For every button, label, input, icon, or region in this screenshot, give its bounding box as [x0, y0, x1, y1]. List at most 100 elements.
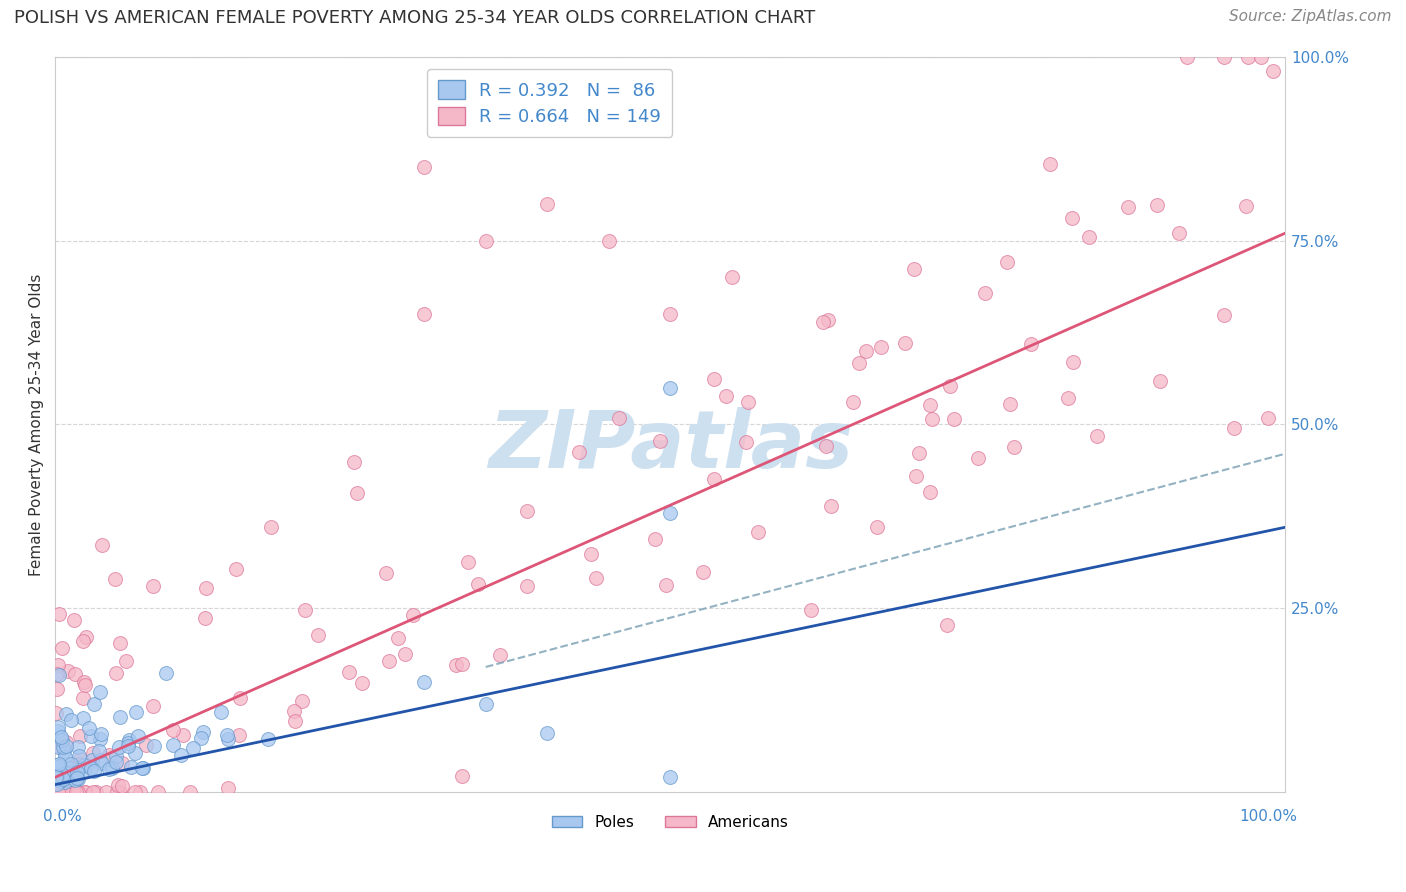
Point — [62, 764, 84, 779]
Point — [107, 778, 129, 792]
Point — [1234, 199, 1257, 213]
Point — [228, 728, 250, 742]
Point — [52, 772, 75, 787]
Point — [48, 759, 70, 773]
Point — [89, 685, 111, 699]
Point — [1237, 50, 1260, 64]
Point — [52, 744, 75, 758]
Point — [194, 581, 217, 595]
Point — [53, 785, 76, 799]
Point — [257, 732, 280, 747]
Point — [817, 313, 839, 327]
Point — [73, 785, 96, 799]
Point — [45, 758, 67, 772]
Point — [51, 739, 73, 754]
Point — [108, 785, 131, 799]
Point — [45, 785, 67, 799]
Point — [67, 749, 90, 764]
Point — [48, 607, 70, 622]
Point — [866, 519, 889, 533]
Point — [46, 768, 69, 782]
Point — [966, 451, 988, 466]
Point — [120, 759, 142, 773]
Point — [67, 739, 90, 754]
Point — [46, 657, 69, 672]
Point — [89, 744, 111, 758]
Point — [855, 343, 877, 358]
Point — [387, 631, 409, 645]
Point — [194, 610, 217, 624]
Point — [45, 785, 67, 799]
Point — [457, 556, 479, 570]
Point — [190, 731, 212, 746]
Point — [815, 439, 838, 453]
Point — [350, 675, 373, 690]
Point — [1146, 198, 1168, 212]
Point — [659, 380, 682, 394]
Point — [45, 666, 67, 681]
Point — [135, 738, 157, 752]
Point — [848, 356, 870, 370]
Point — [735, 434, 758, 449]
Point — [450, 657, 472, 672]
Point — [90, 756, 112, 770]
Point — [903, 261, 925, 276]
Point — [55, 785, 77, 799]
Text: 100.0%: 100.0% — [1240, 809, 1298, 824]
Point — [402, 607, 425, 622]
Point — [346, 486, 368, 500]
Text: ZIPatlas: ZIPatlas — [488, 408, 852, 485]
Point — [73, 675, 96, 690]
Point — [90, 538, 112, 552]
Point — [72, 690, 94, 705]
Point — [117, 739, 139, 753]
Point — [48, 739, 70, 753]
Point — [108, 740, 131, 755]
Point — [72, 711, 94, 725]
Point — [162, 723, 184, 738]
Point — [894, 336, 917, 351]
Point — [75, 630, 97, 644]
Point — [413, 307, 436, 321]
Point — [918, 484, 941, 499]
Point — [337, 665, 360, 680]
Point — [943, 412, 966, 426]
Point — [143, 739, 166, 753]
Point — [46, 740, 69, 755]
Legend: Poles, Americans: Poles, Americans — [546, 808, 794, 836]
Point — [1149, 374, 1171, 388]
Point — [936, 618, 959, 632]
Point — [56, 785, 79, 799]
Point — [294, 603, 316, 617]
Point — [1004, 440, 1026, 454]
Point — [1257, 410, 1279, 425]
Point — [585, 572, 607, 586]
Point — [1087, 429, 1109, 443]
Point — [128, 785, 150, 799]
Point — [162, 738, 184, 752]
Point — [63, 773, 86, 788]
Point — [567, 445, 589, 459]
Point — [489, 648, 512, 662]
Point — [394, 647, 416, 661]
Point — [62, 613, 84, 627]
Point — [45, 681, 67, 696]
Point — [1167, 226, 1189, 240]
Point — [181, 741, 204, 756]
Point — [229, 690, 252, 705]
Point — [142, 579, 165, 593]
Point — [56, 772, 79, 787]
Point — [172, 728, 194, 742]
Point — [80, 760, 103, 774]
Point — [111, 756, 134, 770]
Point — [451, 769, 474, 783]
Point — [291, 694, 314, 708]
Point — [444, 657, 467, 672]
Point — [72, 634, 94, 648]
Point — [467, 576, 489, 591]
Point — [48, 667, 70, 681]
Point — [59, 761, 82, 775]
Point — [870, 340, 893, 354]
Point — [108, 636, 131, 650]
Point — [811, 315, 834, 329]
